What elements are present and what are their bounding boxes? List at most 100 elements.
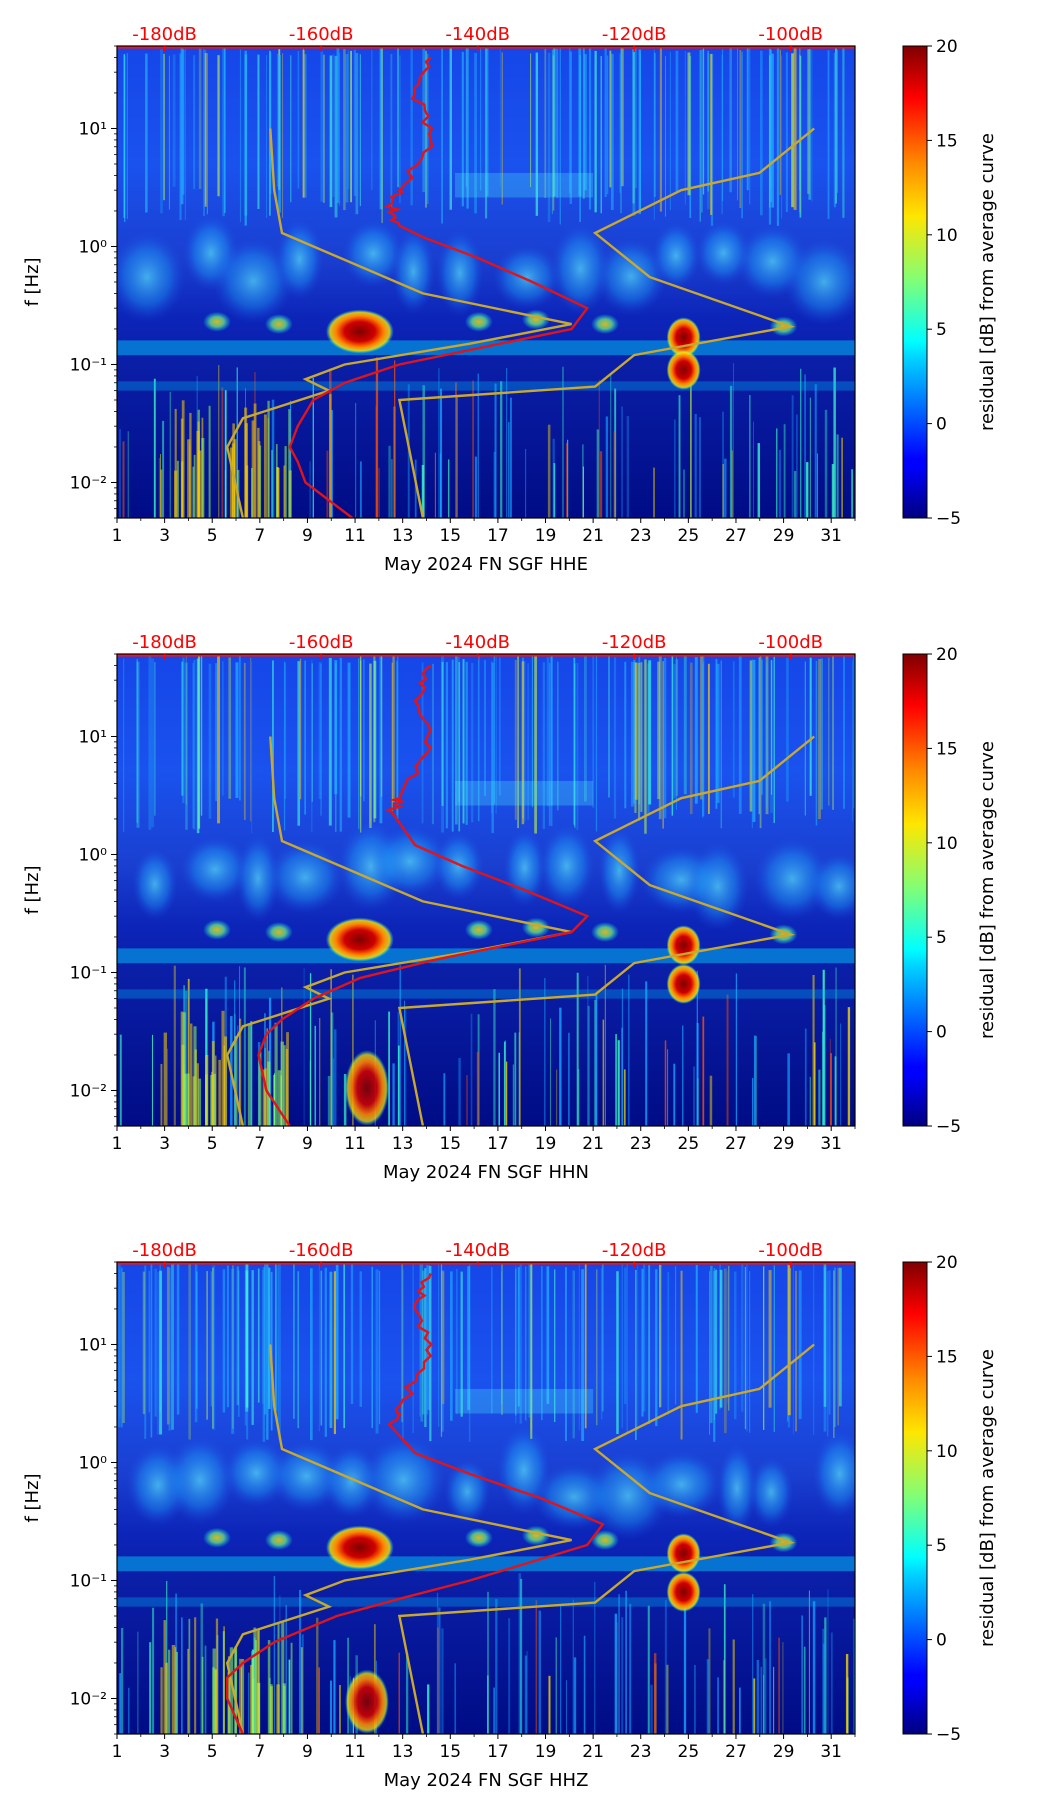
db-tick-label: -180dB <box>132 1240 197 1261</box>
y-tick-label: 10⁻¹ <box>70 355 107 375</box>
hot-spot-2 <box>666 925 701 966</box>
x-tick-label: 21 <box>582 1134 604 1154</box>
db-tick-label: -120dB <box>602 24 667 45</box>
x-tick-label: 23 <box>630 1134 652 1154</box>
y-tick-label: 10¹ <box>79 1335 107 1355</box>
x-tick-label: 29 <box>773 1742 795 1762</box>
colorbar-tick-label: −5 <box>936 509 961 529</box>
high-noise-model-curve <box>397 127 815 518</box>
hot-spot-1 <box>325 309 394 354</box>
heatmap-plot-area <box>117 654 855 1126</box>
median-psd-curve <box>226 1272 605 1734</box>
x-tick-label: 3 <box>159 526 170 546</box>
y-axis-label: f [Hz] <box>22 257 43 306</box>
heatmap-plot-area <box>117 1262 855 1734</box>
db-tick-label: -180dB <box>132 632 197 653</box>
colorbar-label: residual [dB] from average curve <box>977 741 998 1039</box>
microseism-features <box>117 172 855 391</box>
x-tick-label: 27 <box>725 1134 747 1154</box>
db-scale-labels: -180dB -160dB -140dB -120dB -100dB <box>132 632 823 660</box>
colorbar-label: residual [dB] from average curve <box>977 133 998 431</box>
colorbar-tick-label: 20 <box>936 645 958 665</box>
x-tick-label: 7 <box>254 1134 265 1154</box>
microseism-features <box>117 780 855 1126</box>
x-tick-label: 27 <box>725 1742 747 1762</box>
x-tick-label: 11 <box>344 1134 366 1154</box>
db-tick-label: -180dB <box>132 24 197 45</box>
microseism-features <box>117 1388 855 1734</box>
y-tick-label: 10⁻² <box>70 1689 107 1709</box>
db-tick-label: -100dB <box>758 1240 823 1261</box>
x-tick-label: 15 <box>439 1742 461 1762</box>
heatmap-plot-area <box>117 46 855 518</box>
x-tick-label: 31 <box>820 1742 842 1762</box>
x-tick-label: 21 <box>582 1742 604 1762</box>
y-tick-label: 10¹ <box>79 119 107 139</box>
colorbar-tick-label: −5 <box>936 1725 961 1745</box>
colorbar-tick-label: 15 <box>936 1347 958 1367</box>
high-noise-model-curve <box>397 1343 815 1734</box>
x-tick-label: 17 <box>487 1134 509 1154</box>
db-tick-label: -100dB <box>758 24 823 45</box>
colorbar-tick-label: 0 <box>936 415 947 435</box>
hot-spot-2 <box>666 1533 701 1574</box>
y-axis-label: f [Hz] <box>22 1473 43 1522</box>
colorbar-tick-label: 15 <box>936 739 958 759</box>
colorbar-tick-label: 5 <box>936 320 947 340</box>
x-tick-label: 9 <box>302 526 313 546</box>
x-tick-label: 25 <box>678 526 700 546</box>
low-noise-model-curve <box>225 1344 572 1734</box>
x-tick-label: 17 <box>487 1742 509 1762</box>
colorbar-tick-label: −5 <box>936 1117 961 1137</box>
colorbar: −5 0 5 10 15 20 residual [dB] from average cur… <box>902 37 998 529</box>
low-noise-model-curve <box>225 736 572 1126</box>
db-tick-label: -120dB <box>602 632 667 653</box>
x-tick-label: 9 <box>302 1742 313 1762</box>
colorbar-gradient <box>902 45 928 519</box>
high-noise-model-curve <box>397 735 815 1126</box>
x-tick-label: 25 <box>678 1134 700 1154</box>
lowfreq-spikes <box>119 964 851 1126</box>
x-tick-label: 19 <box>535 1134 557 1154</box>
x-tick-label: 11 <box>344 526 366 546</box>
x-tick-label: 1 <box>112 1742 123 1762</box>
x-tick-label: 15 <box>439 1134 461 1154</box>
y-axis: 10⁻² 10⁻¹ 10⁰ 10¹ f [Hz] <box>22 45 117 519</box>
x-tick-label: 13 <box>392 1134 414 1154</box>
y-tick-label: 10⁰ <box>79 845 108 865</box>
x-axis-label: May 2024 FN SGF HHE <box>384 554 588 575</box>
x-tick-label: 3 <box>159 1742 170 1762</box>
colorbar-label: residual [dB] from average curve <box>977 1349 998 1647</box>
colorbar-tick-label: 15 <box>936 131 958 151</box>
colorbar-gradient <box>902 653 928 1127</box>
y-tick-label: 10⁻¹ <box>70 963 107 983</box>
x-tick-label: 17 <box>487 526 509 546</box>
x-tick-label: 29 <box>773 1134 795 1154</box>
hot-spot-1 <box>325 1525 394 1570</box>
db-tick-label: -140dB <box>445 24 510 45</box>
x-tick-label: 25 <box>678 1742 700 1762</box>
y-axis: 10⁻² 10⁻¹ 10⁰ 10¹ f [Hz] <box>22 1261 117 1735</box>
db-tick-label: -160dB <box>289 1240 354 1261</box>
x-tick-label: 27 <box>725 526 747 546</box>
x-axis-label: May 2024 FN SGF HHZ <box>384 1770 589 1791</box>
x-tick-label: 31 <box>820 1134 842 1154</box>
x-tick-label: 23 <box>630 526 652 546</box>
x-tick-label: 21 <box>582 526 604 546</box>
x-tick-label: 1 <box>112 526 123 546</box>
colorbar: −5 0 5 10 15 20 residual [dB] from average cur… <box>902 1253 998 1745</box>
db-tick-label: -160dB <box>289 632 354 653</box>
x-tick-label: 9 <box>302 1134 313 1154</box>
db-tick-label: -160dB <box>289 24 354 45</box>
x-tick-label: 11 <box>344 1742 366 1762</box>
lowfreq-spikes <box>119 357 854 518</box>
low-noise-model-curve <box>225 128 572 518</box>
colorbar-tick-label: 10 <box>936 834 958 854</box>
